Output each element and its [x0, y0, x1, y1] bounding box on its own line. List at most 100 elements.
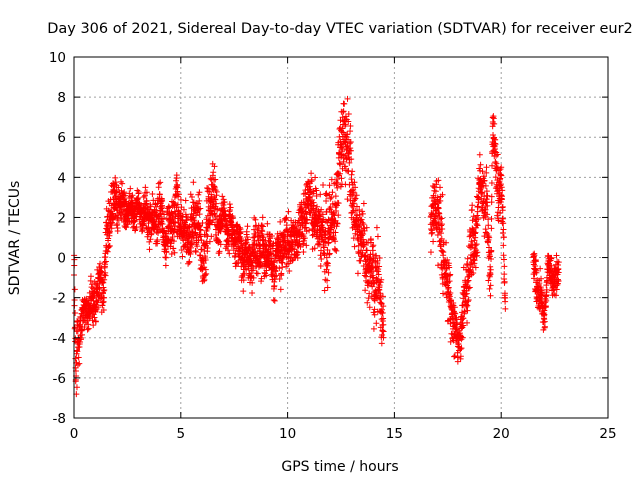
- data-point: [340, 158, 347, 165]
- data-point: [436, 226, 443, 233]
- data-point: [320, 181, 327, 188]
- data-point: [458, 345, 465, 352]
- data-point: [195, 200, 202, 207]
- data-point: [258, 227, 265, 234]
- data-point: [488, 180, 495, 187]
- data-point: [463, 290, 470, 297]
- data-point: [313, 187, 320, 194]
- data-point: [163, 249, 170, 256]
- data-point: [317, 191, 324, 198]
- data-point: [250, 274, 257, 281]
- data-point: [487, 282, 494, 289]
- x-tick-label: 25: [599, 426, 616, 442]
- data-point: [475, 216, 482, 223]
- data-point: [303, 220, 310, 227]
- data-point: [484, 192, 491, 199]
- data-point: [470, 270, 477, 277]
- data-point: [231, 227, 238, 234]
- data-point: [339, 108, 346, 115]
- data-point: [154, 236, 161, 243]
- data-point: [96, 285, 103, 292]
- data-point: [71, 286, 78, 293]
- data-point: [147, 203, 154, 210]
- data-point: [319, 211, 326, 218]
- data-point: [293, 225, 300, 232]
- data-point: [544, 277, 551, 284]
- data-point: [191, 204, 198, 211]
- data-point: [263, 267, 270, 274]
- data-point: [462, 298, 469, 305]
- data-point: [465, 277, 472, 284]
- data-point: [450, 319, 457, 326]
- data-point: [327, 204, 334, 211]
- data-point: [140, 193, 147, 200]
- data-point: [438, 215, 445, 222]
- data-point: [190, 179, 197, 186]
- data-point: [367, 256, 374, 263]
- data-point: [194, 243, 201, 250]
- data-point: [433, 181, 440, 188]
- data-point: [203, 216, 210, 223]
- chart-title: Day 306 of 2021, Sidereal Day-to-day VTE…: [47, 21, 633, 37]
- data-point: [500, 234, 507, 241]
- data-point: [90, 322, 97, 329]
- data-point: [485, 239, 492, 246]
- data-point: [502, 294, 509, 301]
- data-point: [438, 230, 445, 237]
- data-point: [446, 272, 453, 279]
- data-point: [197, 205, 204, 212]
- data-point: [445, 284, 452, 291]
- data-point: [530, 275, 537, 282]
- data-point: [131, 218, 138, 225]
- data-point: [146, 246, 153, 253]
- data-point: [366, 304, 373, 311]
- data-point: [159, 197, 166, 204]
- data-point: [498, 193, 505, 200]
- data-point: [318, 206, 325, 213]
- data-point: [243, 266, 250, 273]
- data-point: [497, 199, 504, 206]
- data-point: [451, 309, 458, 316]
- data-point: [85, 321, 92, 328]
- data-point: [282, 215, 289, 222]
- data-point: [457, 346, 464, 353]
- data-point: [432, 188, 439, 195]
- data-point: [473, 241, 480, 248]
- data-point: [499, 230, 506, 237]
- data-point: [299, 206, 306, 213]
- data-point: [170, 245, 177, 252]
- data-point: [268, 255, 275, 262]
- data-point: [75, 354, 82, 361]
- data-point: [323, 208, 330, 215]
- data-point: [347, 138, 354, 145]
- data-point: [308, 170, 315, 177]
- data-point: [380, 321, 387, 328]
- data-point: [473, 220, 480, 227]
- data-point: [302, 208, 309, 215]
- data-point: [72, 309, 79, 316]
- data-point: [351, 243, 358, 250]
- data-point: [104, 248, 111, 255]
- data-point: [555, 259, 562, 266]
- data-point: [477, 186, 484, 193]
- data-point: [335, 212, 342, 219]
- data-point: [344, 196, 351, 203]
- data-point: [541, 318, 548, 325]
- data-point: [323, 266, 330, 273]
- data-point: [454, 358, 461, 365]
- data-point: [149, 191, 156, 198]
- data-point: [94, 281, 101, 288]
- data-point: [496, 167, 503, 174]
- data-point: [430, 238, 437, 245]
- data-point: [439, 225, 446, 232]
- data-point: [161, 227, 168, 234]
- data-point: [85, 325, 92, 332]
- data-point: [158, 205, 165, 212]
- data-point: [373, 320, 380, 327]
- data-point: [317, 262, 324, 269]
- data-point: [486, 285, 493, 292]
- data-point: [369, 283, 376, 290]
- data-point: [488, 225, 495, 232]
- data-point: [494, 151, 501, 158]
- data-point: [157, 179, 164, 186]
